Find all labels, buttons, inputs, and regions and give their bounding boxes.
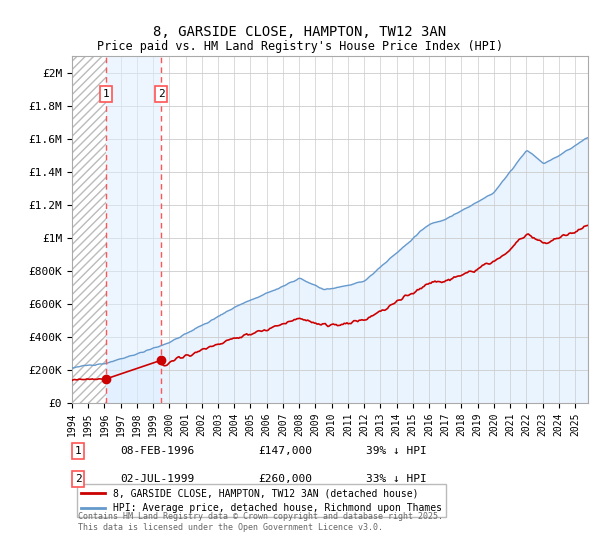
Bar (106, 56, 161, 403)
Bar (72, 56, 106, 403)
Text: 1: 1 (103, 89, 109, 99)
Text: 39% ↓ HPI: 39% ↓ HPI (366, 446, 427, 456)
Text: 33% ↓ HPI: 33% ↓ HPI (366, 474, 427, 484)
Text: 2: 2 (158, 89, 164, 99)
Text: 8, GARSIDE CLOSE, HAMPTON, TW12 3AN: 8, GARSIDE CLOSE, HAMPTON, TW12 3AN (154, 25, 446, 39)
Text: £147,000: £147,000 (258, 446, 312, 456)
Text: £260,000: £260,000 (258, 474, 312, 484)
Text: 1: 1 (74, 446, 82, 456)
Text: Price paid vs. HM Land Registry's House Price Index (HPI): Price paid vs. HM Land Registry's House … (97, 40, 503, 53)
Text: 02-JUL-1999: 02-JUL-1999 (120, 474, 194, 484)
Text: 2: 2 (74, 474, 82, 484)
Legend: 8, GARSIDE CLOSE, HAMPTON, TW12 3AN (detached house), HPI: Average price, detach: 8, GARSIDE CLOSE, HAMPTON, TW12 3AN (det… (77, 484, 446, 517)
Text: Contains HM Land Registry data © Crown copyright and database right 2025.
This d: Contains HM Land Registry data © Crown c… (78, 512, 443, 532)
Text: 08-FEB-1996: 08-FEB-1996 (120, 446, 194, 456)
